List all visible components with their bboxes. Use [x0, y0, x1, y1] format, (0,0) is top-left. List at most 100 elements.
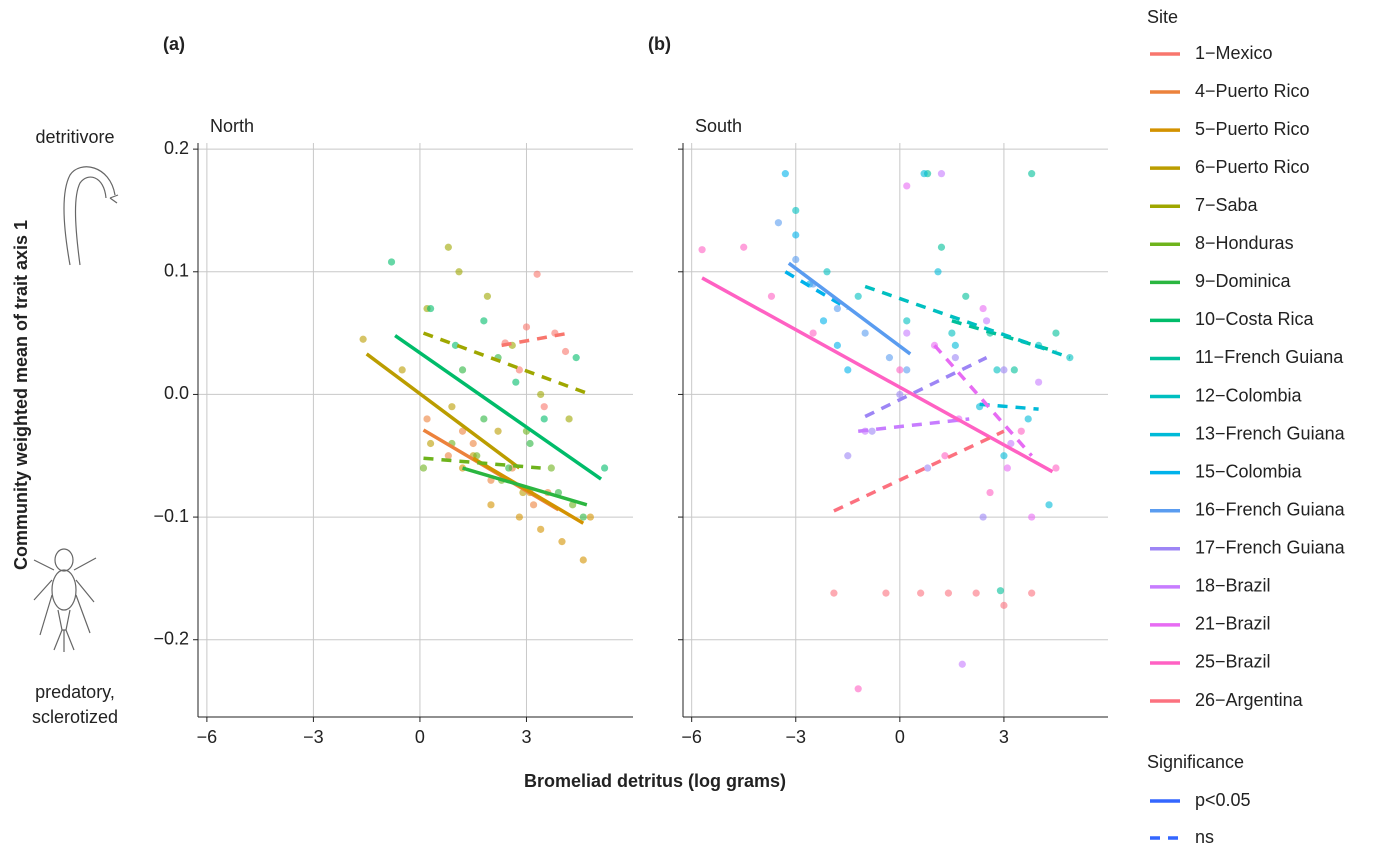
legend-label: 7−Saba: [1195, 195, 1259, 215]
fit-line: [933, 344, 1033, 457]
fit-line: [787, 261, 912, 356]
legend-label: 5−Puerto Rico: [1195, 119, 1310, 139]
point: [698, 246, 706, 254]
point: [944, 589, 953, 597]
point: [469, 439, 477, 448]
point: [941, 452, 949, 460]
y-tick-label: 0.1: [164, 261, 189, 281]
legend-label: ns: [1195, 827, 1214, 847]
point: [494, 427, 502, 435]
fit-line: [423, 456, 541, 470]
fit-line: [422, 331, 591, 397]
point: [823, 268, 831, 276]
point: [962, 292, 970, 300]
point: [833, 304, 841, 313]
nymph-illustration: [33, 548, 97, 652]
point: [830, 589, 838, 597]
point: [444, 243, 452, 251]
point: [561, 347, 570, 356]
point: [979, 304, 987, 313]
point: [572, 354, 580, 362]
point: [809, 329, 817, 337]
legend-label: p<0.05: [1195, 790, 1251, 810]
point: [767, 292, 776, 300]
x-tick-label: 0: [895, 727, 905, 747]
point: [868, 427, 876, 435]
point: [979, 513, 987, 521]
legend-label: 10−Costa Rica: [1195, 309, 1315, 329]
point: [792, 255, 800, 264]
point: [774, 219, 783, 227]
point: [903, 182, 911, 190]
point: [896, 390, 904, 399]
point: [540, 415, 548, 423]
point: [426, 439, 435, 448]
point: [951, 354, 959, 362]
point: [540, 403, 548, 411]
x-axis-label: Bromeliad detritus (log grams): [524, 771, 786, 791]
point: [958, 660, 966, 668]
point: [937, 170, 946, 178]
legend-label: 26−Argentina: [1195, 690, 1304, 710]
x-tick-label: −6: [681, 727, 702, 747]
y-tick-label: 0.2: [164, 138, 189, 158]
y-tick-label: −0.2: [153, 628, 189, 648]
y-tick-label: −0.1: [153, 506, 189, 526]
point: [579, 513, 587, 521]
legend-label: 12−Colombia: [1195, 385, 1303, 405]
point: [487, 501, 495, 509]
fit-line: [365, 352, 521, 470]
point: [951, 341, 959, 349]
legend-label: 8−Honduras: [1195, 233, 1294, 253]
point: [993, 366, 1001, 374]
x-tick-label: −3: [785, 727, 806, 747]
point: [854, 292, 862, 300]
point: [458, 366, 467, 374]
legend-label: 1−Mexico: [1195, 43, 1273, 63]
fit-line: [858, 417, 970, 433]
point: [948, 329, 956, 337]
legend-label: 16−French Guiana: [1195, 499, 1346, 519]
point: [833, 341, 841, 349]
point: [455, 268, 463, 276]
x-tick-label: −3: [303, 727, 324, 747]
legend-label: 21−Brazil: [1195, 614, 1271, 634]
point: [1045, 501, 1053, 509]
point: [426, 304, 435, 313]
fit-line: [864, 356, 988, 419]
point: [1000, 452, 1008, 460]
legend-label: 4−Puerto Rico: [1195, 81, 1310, 101]
point: [565, 415, 573, 423]
panel-title: South: [695, 116, 742, 136]
point: [512, 378, 520, 386]
point: [515, 513, 523, 521]
panel-title: North: [210, 116, 254, 136]
point: [896, 366, 904, 374]
point: [903, 317, 911, 325]
point: [586, 513, 594, 521]
point: [547, 464, 555, 472]
larva-illustration: [63, 166, 119, 266]
x-tick-label: −6: [197, 727, 218, 747]
point: [480, 317, 488, 325]
point: [444, 452, 452, 460]
legend-label: 13−French Guiana: [1195, 423, 1346, 443]
point: [903, 366, 911, 374]
fit-line: [701, 276, 1054, 474]
x-tick-label: 0: [415, 727, 425, 747]
point: [480, 415, 488, 423]
y-axis-label: Community weighted mean of trait axis 1: [11, 220, 31, 570]
point: [923, 464, 932, 472]
point: [398, 366, 406, 374]
point: [505, 464, 513, 472]
fit-line: [784, 270, 849, 311]
point: [982, 317, 991, 325]
point: [885, 354, 894, 362]
point: [483, 292, 492, 300]
point: [529, 501, 538, 509]
legend-label: 15−Colombia: [1195, 461, 1303, 481]
point: [419, 464, 428, 472]
point: [1017, 427, 1025, 435]
point: [423, 415, 431, 423]
point: [1028, 589, 1036, 597]
